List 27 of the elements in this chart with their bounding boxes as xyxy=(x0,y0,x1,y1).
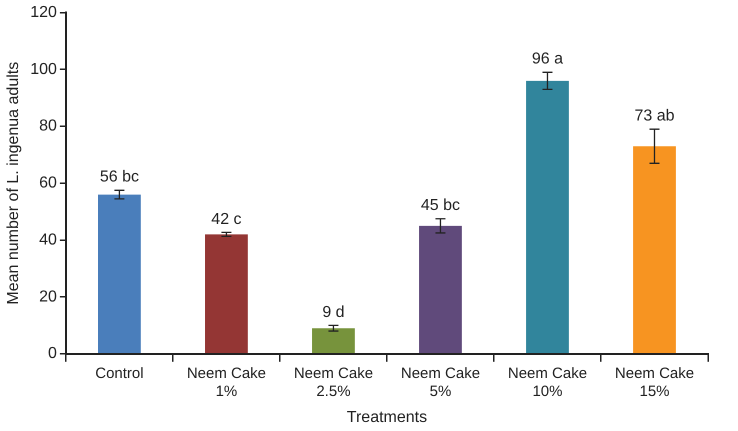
bar xyxy=(312,328,355,354)
x-axis-title: Treatments xyxy=(346,408,428,426)
bar xyxy=(419,226,462,354)
data-label: 45 bc xyxy=(420,197,460,214)
y-tick-label: 120 xyxy=(30,4,57,22)
bar xyxy=(526,80,569,354)
y-tick-label: 80 xyxy=(39,118,57,135)
x-tick-label: Neem Cake 1% xyxy=(186,364,266,400)
bar xyxy=(98,194,141,354)
x-tick-label: Neem Cake 10% xyxy=(508,364,588,400)
x-tick-label: Neem Cake 2.5% xyxy=(294,364,374,400)
x-tick-label: Neem Cake 15% xyxy=(614,364,694,400)
x-tick-label: Control xyxy=(95,364,144,382)
y-axis-title: Mean number of L. ingenua adults xyxy=(5,62,22,305)
x-tick-label: Neem Cake 5% xyxy=(400,364,480,400)
data-label: 56 bc xyxy=(100,168,139,186)
data-label: 42 c xyxy=(211,210,242,228)
y-tick-label: 40 xyxy=(39,231,57,248)
data-label: 73 ab xyxy=(634,108,675,125)
y-tick-label: 20 xyxy=(39,288,57,306)
data-label: 9 d xyxy=(322,304,345,321)
y-tick-label: 100 xyxy=(30,60,57,78)
bar xyxy=(205,234,248,354)
bar xyxy=(633,146,676,354)
y-tick-label: 60 xyxy=(39,174,57,192)
data-label: 96 a xyxy=(532,50,564,68)
y-tick-label: 0 xyxy=(48,345,57,362)
